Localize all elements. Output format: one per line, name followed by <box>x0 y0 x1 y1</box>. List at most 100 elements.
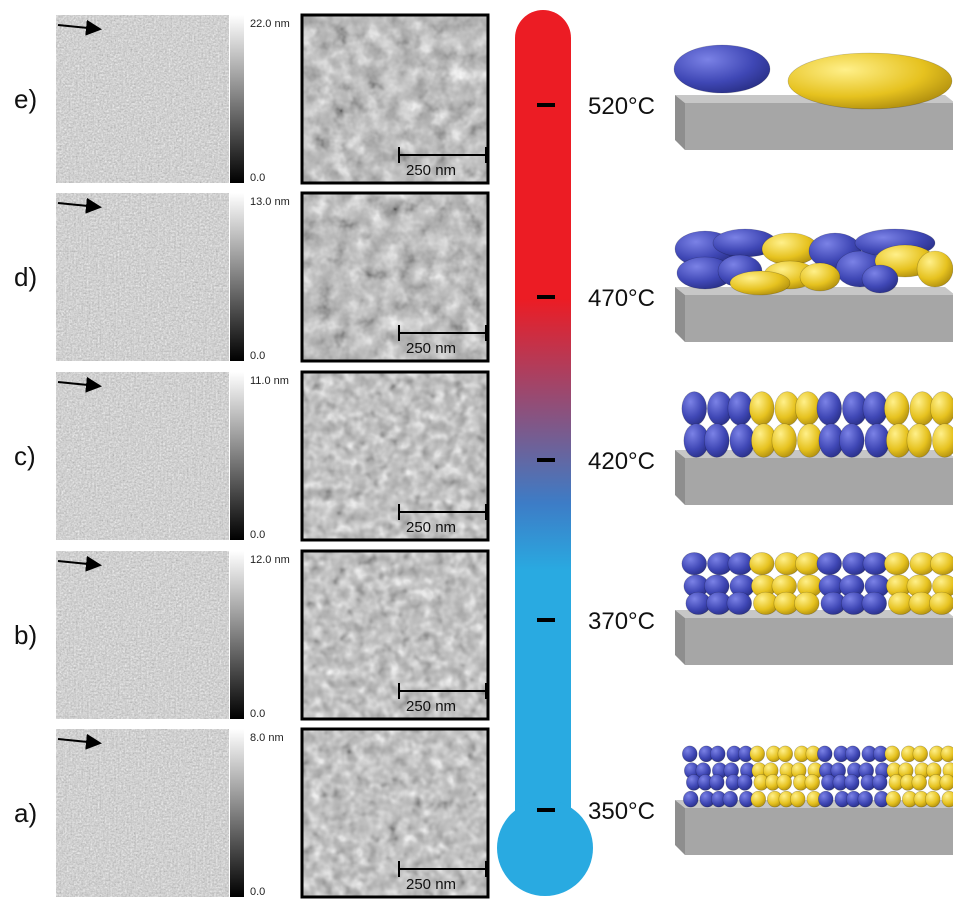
height-scale-bar <box>230 193 244 361</box>
afm-image <box>56 729 229 897</box>
substrate-front <box>685 103 953 150</box>
yellow-grain <box>795 552 821 576</box>
substrate-side <box>675 450 685 505</box>
yellow-grain <box>930 552 953 576</box>
thermometer-tube <box>515 10 571 860</box>
height-scale-min: 0.0 <box>250 350 265 362</box>
height-scale-min: 0.0 <box>250 886 265 898</box>
temperature-label: 350°C <box>588 798 655 825</box>
blue-grain <box>681 552 707 576</box>
afm-image <box>56 15 229 183</box>
row-a: a) 8.0 nm 0.0 250 nm 350°C <box>14 727 953 899</box>
temperature-label: 520°C <box>588 93 655 120</box>
blue-grain <box>722 790 738 808</box>
row-c: c) 11.0 nm 0.0 250 nm 420°C <box>14 370 953 542</box>
rows-layer: e) 22.0 nm 0.0 250 nm 520°C d) 13.0 nm 0.0 250 n… <box>14 13 953 899</box>
yellow-grain <box>749 552 775 576</box>
blue-grain <box>845 745 861 763</box>
zoom-image-frame <box>300 727 490 899</box>
yellow-grain <box>912 745 928 763</box>
scale-bar-label: 250 nm <box>406 698 456 715</box>
temperature-label: 370°C <box>588 608 655 635</box>
height-scale-max: 22.0 nm <box>250 18 290 30</box>
yellow-grain <box>771 423 797 458</box>
temperature-label: 420°C <box>588 448 655 475</box>
yellow-grain <box>776 774 792 791</box>
zoom-image <box>302 729 488 897</box>
zoom-image <box>302 372 488 540</box>
blue-grain <box>844 774 860 791</box>
yellow-grain <box>929 591 953 615</box>
height-scale-bar <box>230 729 244 897</box>
blue-grain <box>861 264 899 294</box>
yellow-grain <box>885 790 901 808</box>
blue-grain <box>862 552 888 576</box>
yellow-grain <box>884 391 910 426</box>
grain-model <box>673 44 953 150</box>
arrow-right-icon <box>57 19 102 36</box>
blue-grain <box>673 44 771 94</box>
arrow-right-icon <box>57 197 102 214</box>
yellow-grain <box>941 790 953 808</box>
scale-bar-label: 250 nm <box>406 162 456 179</box>
blue-grain <box>682 745 698 763</box>
blue-grain <box>704 423 730 458</box>
yellow-grain <box>749 391 775 426</box>
height-scale-max: 8.0 nm <box>250 732 284 744</box>
yellow-grain <box>794 591 820 615</box>
yellow-grain <box>930 391 953 426</box>
zoom-image-frame <box>300 191 490 363</box>
afm-image <box>56 551 229 719</box>
substrate-side <box>675 800 685 855</box>
substrate-front <box>685 808 953 855</box>
row-label: c) <box>14 441 36 471</box>
height-scale-bar <box>230 551 244 719</box>
row-d: d) 13.0 nm 0.0 250 nm 470°C <box>14 191 953 363</box>
blue-grain <box>816 391 842 426</box>
zoom-image-frame <box>300 549 490 721</box>
arrow-right-icon <box>57 733 102 750</box>
substrate-front <box>685 295 953 342</box>
scale-bar-label: 250 nm <box>406 340 456 357</box>
scale-bar-label: 250 nm <box>406 519 456 536</box>
yellow-grain <box>795 391 821 426</box>
grain-model <box>674 228 953 342</box>
blue-grain <box>872 774 888 791</box>
height-scale-min: 0.0 <box>250 708 265 720</box>
zoom-image-frame <box>300 370 490 542</box>
zoom-image <box>302 193 488 361</box>
substrate-front <box>685 458 953 505</box>
height-scale-max: 13.0 nm <box>250 196 290 208</box>
height-scale-max: 11.0 nm <box>250 375 289 387</box>
yellow-grain <box>884 552 910 576</box>
grain-model <box>675 552 953 665</box>
row-label: a) <box>14 798 37 828</box>
yellow-grain <box>799 262 841 292</box>
yellow-grain <box>940 745 953 763</box>
zoom-image <box>302 551 488 719</box>
height-scale-min: 0.0 <box>250 172 265 184</box>
row-e: e) 22.0 nm 0.0 250 nm 520°C <box>14 13 953 185</box>
height-scale-max: 12.0 nm <box>250 554 290 566</box>
yellow-grain <box>916 250 953 288</box>
afm-image <box>56 193 229 361</box>
substrate-side <box>675 610 685 665</box>
yellow-grain <box>911 774 927 791</box>
blue-grain <box>710 745 726 763</box>
blue-grain <box>709 774 725 791</box>
blue-grain <box>727 552 753 576</box>
blue-grain <box>861 591 887 615</box>
scale-bar-label: 250 nm <box>406 876 456 893</box>
substrate-side <box>675 95 685 150</box>
zoom-image-frame <box>300 13 490 185</box>
yellow-grain <box>906 423 932 458</box>
row-b: b) 12.0 nm 0.0 250 nm 370°C <box>14 549 953 721</box>
yellow-grain <box>797 423 823 458</box>
blue-grain <box>862 391 888 426</box>
temperature-label: 470°C <box>588 285 655 312</box>
yellow-grain <box>884 745 900 763</box>
thermometer-bulb <box>497 800 593 896</box>
blue-grain <box>839 423 865 458</box>
blue-grain <box>857 790 873 808</box>
